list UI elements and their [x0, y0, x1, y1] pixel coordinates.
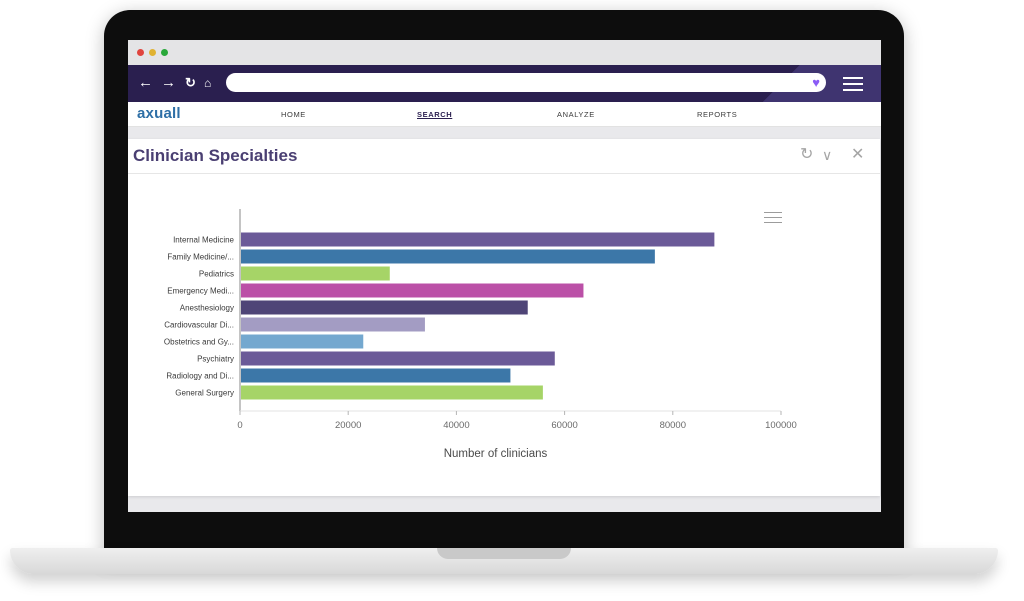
refresh-icon[interactable]: ↻: [800, 146, 814, 163]
heart-icon[interactable]: ♥: [812, 75, 820, 90]
collapse-icon[interactable]: ∨: [822, 147, 833, 163]
category-label: Family Medicine/...: [167, 253, 234, 262]
browser-toolbar: ← → ↻ ⌂ ♥: [128, 65, 881, 102]
nav-home[interactable]: HOME: [281, 110, 306, 119]
forward-arrow-icon[interactable]: →: [161, 74, 176, 91]
category-label: Internal Medicine: [173, 236, 234, 245]
category-label: Emergency Medi...: [167, 287, 234, 296]
bar: [241, 266, 390, 281]
x-tick-label: 100000: [765, 420, 797, 431]
x-tick-label: 0: [237, 420, 242, 431]
logo[interactable]: axuall: [137, 105, 181, 122]
bar-chart: Internal Medicine Family Medicine/... Pedi…: [164, 209, 797, 460]
bar: [241, 351, 555, 366]
category-label: Cardiovascular Di...: [164, 321, 234, 330]
x-tick-label: 80000: [660, 420, 686, 431]
home-icon[interactable]: ⌂: [204, 76, 212, 90]
hamburger-menu-icon[interactable]: [843, 77, 863, 91]
back-arrow-icon[interactable]: ←: [138, 74, 153, 91]
category-label: Psychiatry: [197, 355, 234, 364]
nav-search[interactable]: SEARCH: [417, 110, 453, 119]
nav-reports[interactable]: REPORTS: [697, 110, 738, 119]
category-label: Radiology and Di...: [166, 372, 234, 381]
x-tick-label: 40000: [443, 420, 469, 431]
bar: [241, 283, 584, 298]
close-icon[interactable]: ✕: [851, 146, 865, 163]
reload-icon[interactable]: ↻: [185, 75, 196, 90]
bar: [241, 385, 543, 400]
minimize-window-dot[interactable]: [149, 49, 156, 56]
app-header: axuall HOME SEARCH ANALYZE REPORTS: [128, 102, 881, 127]
address-bar[interactable]: ♥: [226, 73, 826, 92]
x-tick-label: 60000: [551, 420, 577, 431]
bar: [241, 368, 511, 383]
category-label: Obstetrics and Gy...: [164, 338, 234, 347]
bar: [241, 334, 364, 349]
bar: [241, 317, 425, 332]
close-window-dot[interactable]: [137, 49, 144, 56]
panel-divider: [128, 173, 880, 174]
maximize-window-dot[interactable]: [161, 49, 168, 56]
bar: [241, 249, 655, 264]
category-label: Anesthesiology: [180, 304, 234, 313]
laptop-notch: [437, 548, 571, 559]
category-label: Pediatrics: [199, 270, 234, 279]
nav-analyze[interactable]: ANALYZE: [557, 110, 595, 119]
chart-menu-icon[interactable]: [764, 212, 782, 223]
chart-panel: Clinician Specialties ↻ ∨ ✕ Internal Med…: [128, 139, 880, 496]
window-titlebar: [128, 40, 881, 65]
panel-title: Clinician Specialties: [133, 146, 298, 165]
screen: ← → ↻ ⌂ ♥ axuall HOME SEARCH ANALYZE REP…: [128, 40, 881, 512]
bar: [241, 232, 715, 247]
category-label: General Surgery: [175, 389, 234, 398]
bar: [241, 300, 528, 315]
x-axis-title: Number of clinicians: [444, 448, 548, 460]
x-tick-label: 20000: [335, 420, 361, 431]
